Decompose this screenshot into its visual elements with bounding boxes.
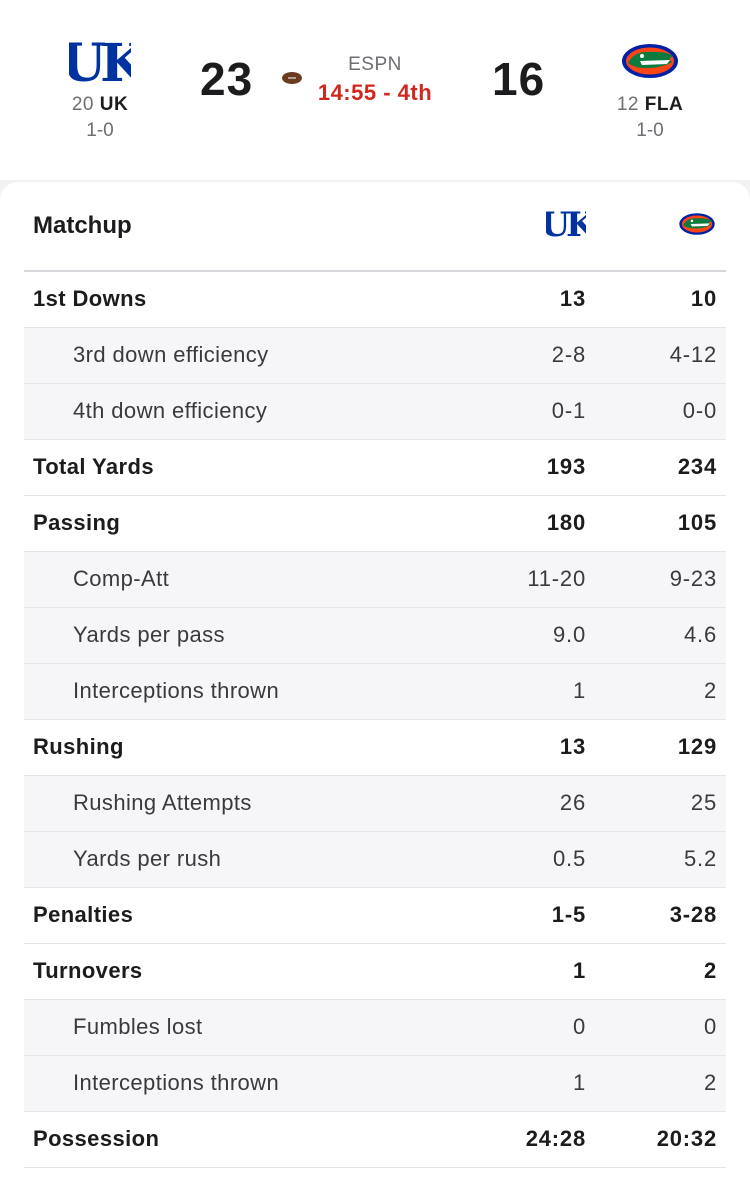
home-stat-value: 0 xyxy=(703,1014,717,1039)
stat-label: Penalties xyxy=(33,902,134,927)
stat-row: Yards per rush 0.5 5.2 xyxy=(24,832,726,888)
away-score: 23 xyxy=(200,53,254,105)
stat-label: Possession xyxy=(33,1126,160,1151)
away-stat-value: 1 xyxy=(572,958,586,983)
stat-label: Yards per pass xyxy=(73,622,225,647)
stat-label: Passing xyxy=(33,510,121,535)
stat-row: Turnovers 1 2 xyxy=(24,944,726,1000)
stat-row: Comp-Att 11-20 9-23 xyxy=(24,552,726,608)
matchup-title: Matchup xyxy=(33,212,132,239)
away-stat-value: 1 xyxy=(572,678,586,703)
away-stat-value: 13 xyxy=(559,286,586,311)
home-stat-value: 105 xyxy=(677,510,717,535)
stat-row: 3rd down efficiency 2-8 4-12 xyxy=(24,328,726,384)
scoreboard-header: UK 20 UK 1-0 23 ESPN 14:55 - 4th 16 xyxy=(0,0,750,180)
stat-label: Total Yards xyxy=(33,454,154,479)
home-stat-value: 234 xyxy=(677,454,717,479)
home-stat-value: 0-0 xyxy=(682,398,717,423)
stat-row: Possession 24:28 20:32 xyxy=(24,1112,726,1168)
stat-label: 4th down efficiency xyxy=(73,398,268,423)
home-score: 16 xyxy=(492,53,546,105)
away-stat-value: 193 xyxy=(546,454,586,479)
stat-row: Interceptions thrown 1 2 xyxy=(24,664,726,720)
home-stat-value: 2 xyxy=(703,1070,717,1095)
stat-row: Rushing Attempts 26 25 xyxy=(24,776,726,832)
away-stat-value: 24:28 xyxy=(525,1126,586,1151)
home-stat-value: 10 xyxy=(690,286,717,311)
tv-network: ESPN xyxy=(348,54,402,75)
stat-row: 4th down efficiency 0-1 0-0 xyxy=(24,384,726,440)
away-stat-value: 1 xyxy=(572,1070,586,1095)
stat-row: Passing 180 105 xyxy=(24,496,726,552)
home-stat-value: 3-28 xyxy=(669,902,717,927)
away-stat-value: 11-20 xyxy=(527,566,586,591)
home-stat-value: 4-12 xyxy=(669,342,717,367)
home-stat-value: 25 xyxy=(690,790,717,815)
florida-gator-logo-icon xyxy=(590,30,710,92)
football-icon xyxy=(281,70,303,91)
matchup-stats-list: 1st Downs 13 10 3rd down efficiency 2-8 4-12 4… xyxy=(24,272,726,1168)
away-stat-value: 0-1 xyxy=(551,398,586,423)
home-stat-value: 20:32 xyxy=(656,1126,717,1151)
home-team[interactable]: 12 FLA 1-0 xyxy=(590,30,710,142)
home-team-name: 12 FLA xyxy=(590,94,710,116)
away-team-abbr: UK xyxy=(99,94,129,115)
game-status: ESPN 14:55 - 4th xyxy=(300,54,450,106)
stat-label: 1st Downs xyxy=(33,286,147,311)
stat-row: Penalties 1-5 3-28 xyxy=(24,888,726,944)
stat-label: Yards per rush xyxy=(73,846,222,871)
svg-text:UK: UK xyxy=(546,206,586,240)
home-stat-value: 129 xyxy=(677,734,717,759)
away-team-name: 20 UK xyxy=(40,94,160,116)
away-team[interactable]: UK 20 UK 1-0 xyxy=(40,30,160,142)
away-stat-value: 180 xyxy=(546,510,586,535)
away-stat-value: 0 xyxy=(572,1014,586,1039)
home-stat-value: 9-23 xyxy=(669,566,717,591)
florida-gator-logo-icon xyxy=(678,206,716,243)
stat-row: Fumbles lost 0 0 xyxy=(24,1000,726,1056)
home-team-abbr: FLA xyxy=(644,94,684,115)
stat-label: Comp-Att xyxy=(73,566,170,591)
kentucky-uk-logo-icon: UK xyxy=(540,205,601,245)
matchup-card: Matchup UK 1st Downs 13 10 3rd down efficie… xyxy=(0,182,750,1182)
stat-label: Turnovers xyxy=(33,958,143,983)
away-stat-value: 2-8 xyxy=(551,342,586,367)
home-stat-value: 2 xyxy=(703,678,717,703)
stat-row: Interceptions thrown 1 2 xyxy=(24,1056,726,1112)
away-team-record: 1-0 xyxy=(86,120,114,141)
matchup-header: Matchup UK xyxy=(24,182,726,272)
stat-label: Interceptions thrown xyxy=(73,678,280,703)
stat-row: Yards per pass 9.0 4.6 xyxy=(24,608,726,664)
svg-text:UK: UK xyxy=(69,35,131,87)
stat-row: Total Yards 193 234 xyxy=(24,440,726,496)
home-stat-value: 5.2 xyxy=(684,846,717,871)
home-stat-value: 2 xyxy=(703,958,717,983)
home-team-record: 1-0 xyxy=(636,120,664,141)
away-stat-value: 0.5 xyxy=(553,846,586,871)
stat-label: 3rd down efficiency xyxy=(73,342,269,367)
game-clock: 14:55 - 4th xyxy=(317,80,433,105)
home-team-rank: 12 xyxy=(616,94,639,115)
away-stat-value: 1-5 xyxy=(551,902,586,927)
away-stat-value: 26 xyxy=(559,790,586,815)
stat-label: Rushing Attempts xyxy=(73,790,252,815)
home-stat-value: 4.6 xyxy=(684,622,717,647)
away-stat-value: 9.0 xyxy=(553,622,586,647)
stat-row: 1st Downs 13 10 xyxy=(24,272,726,328)
kentucky-uk-logo-icon: UK xyxy=(40,30,160,92)
stat-row: Rushing 13 129 xyxy=(24,720,726,776)
away-stat-value: 13 xyxy=(559,734,586,759)
stat-label: Fumbles lost xyxy=(73,1014,203,1039)
away-team-rank: 20 xyxy=(71,94,94,115)
stat-label: Interceptions thrown xyxy=(73,1070,280,1095)
stat-label: Rushing xyxy=(33,734,124,759)
